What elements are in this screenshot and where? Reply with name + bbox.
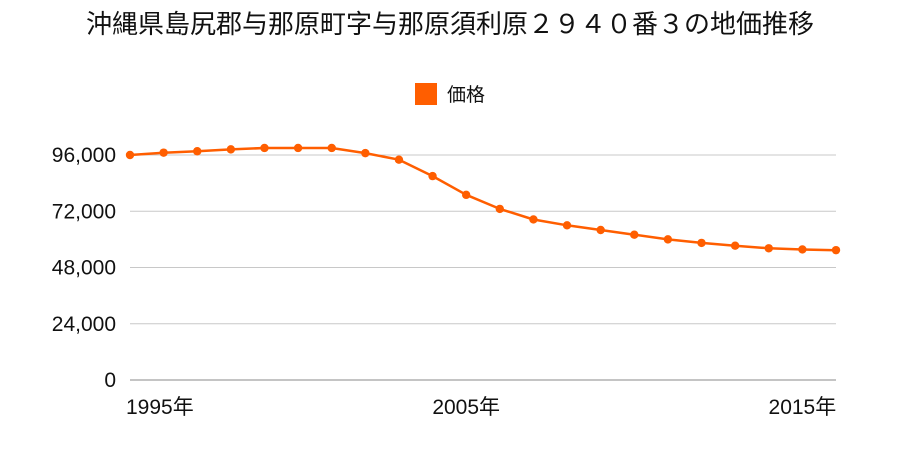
data-point xyxy=(361,148,370,158)
data-point xyxy=(730,241,740,250)
data-point xyxy=(529,215,538,224)
data-point xyxy=(327,143,336,153)
legend-swatch xyxy=(414,82,437,105)
y-tick-label: 48,000 xyxy=(52,257,116,280)
data-point xyxy=(798,245,807,254)
data-point xyxy=(461,190,471,200)
data-point xyxy=(663,235,673,244)
data-point xyxy=(159,148,168,157)
data-point xyxy=(193,147,202,156)
data-point xyxy=(831,245,841,255)
data-point xyxy=(125,150,135,160)
data-point xyxy=(260,143,269,153)
y-tick-label: 0 xyxy=(104,369,116,392)
data-point xyxy=(394,155,404,164)
x-tick-label: 2005年 xyxy=(432,396,500,419)
data-point xyxy=(562,221,572,230)
data-point xyxy=(764,244,773,253)
x-tick-label: 1995年 xyxy=(126,396,194,419)
x-tick-label: 2015年 xyxy=(769,396,837,419)
data-point xyxy=(630,230,639,239)
y-tick-label: 24,000 xyxy=(52,313,116,336)
series-line xyxy=(129,146,837,252)
legend-label: 価格 xyxy=(446,84,485,106)
chart-title: 沖縄県島尻郡与那原町字与那原須利原２９４０番３の地価推移 xyxy=(85,10,814,40)
y-tick-label: 96,000 xyxy=(52,144,116,167)
data-point xyxy=(495,204,505,214)
data-point xyxy=(596,225,605,235)
legend: 価格 xyxy=(0,80,900,107)
data-point xyxy=(226,145,236,154)
data-point xyxy=(697,238,706,248)
data-point xyxy=(428,171,437,181)
y-tick-label: 72,000 xyxy=(52,200,116,223)
data-point xyxy=(293,143,303,153)
